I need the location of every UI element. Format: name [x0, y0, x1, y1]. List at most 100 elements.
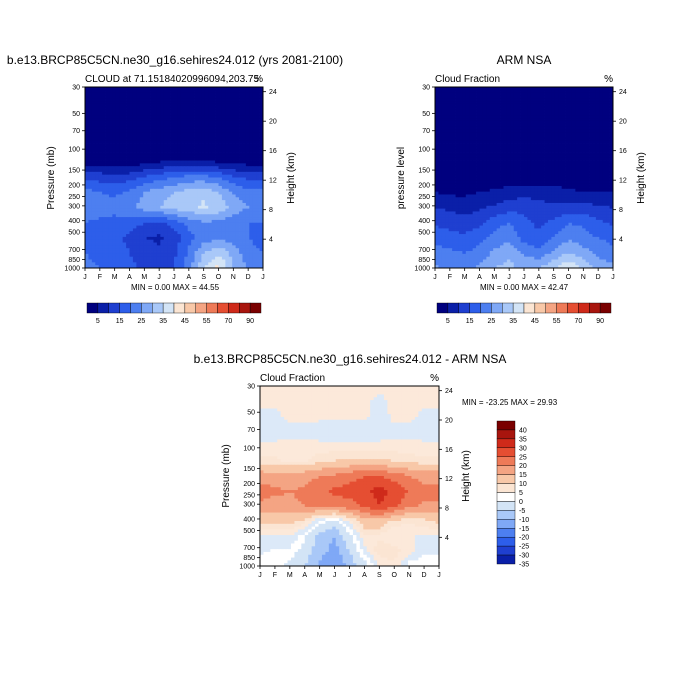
heatmap-cell [156, 188, 161, 193]
heatmap-cell [544, 135, 549, 139]
heatmap-cell [435, 143, 439, 147]
heatmap-cell [102, 248, 106, 252]
heatmap-cell [98, 225, 103, 229]
heatmap-cell [98, 143, 103, 147]
heatmap-cell [150, 106, 154, 111]
heatmap-cell [448, 149, 453, 153]
heatmap-cell [187, 245, 192, 249]
heatmap-cell [554, 126, 559, 130]
heatmap-cell [211, 236, 216, 241]
heatmap-cell [184, 143, 189, 147]
heatmap-cell [565, 166, 569, 170]
heatmap-cell [98, 137, 103, 142]
heatmap-cell [184, 98, 189, 102]
heatmap-cell [180, 177, 185, 181]
heatmap-cell [493, 115, 498, 119]
heatmap-cell [571, 95, 576, 99]
heatmap-cell [235, 106, 240, 111]
heatmap-cell [252, 248, 257, 252]
heatmap-cell [554, 87, 559, 91]
heatmap-cell [163, 262, 168, 266]
heatmap-cell [150, 253, 154, 258]
heatmap-cell [108, 112, 113, 116]
heatmap-cell [139, 106, 144, 111]
heatmap-cell [163, 197, 168, 201]
heatmap-cell [503, 126, 508, 130]
heatmap-cell [119, 112, 124, 116]
heatmap-cell [252, 143, 257, 147]
heatmap-cell [122, 166, 127, 170]
heatmap-cell [191, 171, 195, 176]
panel-model-stats: MIN = 0.00 MAX = 44.55 [131, 283, 220, 292]
heatmap-cell [98, 152, 103, 156]
heatmap-cell [245, 160, 250, 164]
heatmap-cell [513, 143, 518, 147]
heatmap-cell [150, 180, 154, 184]
heatmap-cell [163, 112, 168, 116]
heatmap-cell [465, 106, 470, 111]
y2-tick-label: 16 [269, 148, 277, 155]
heatmap-cell [180, 87, 185, 91]
heatmap-cell [112, 177, 117, 181]
heatmap-cell [204, 169, 209, 173]
heatmap-cell [239, 174, 243, 178]
heatmap-cell [180, 245, 185, 249]
heatmap-cell [568, 169, 573, 173]
heatmap-cell [170, 140, 175, 144]
heatmap-cell [228, 157, 233, 161]
heatmap-cell [95, 265, 100, 269]
heatmap-cell [197, 265, 202, 269]
heatmap-cell [496, 95, 501, 99]
panel-model-y2-label: Height (km) [286, 152, 297, 204]
heatmap-cell [565, 98, 569, 102]
heatmap-cell [235, 129, 240, 133]
heatmap-cell [167, 197, 171, 201]
heatmap-cell [129, 177, 134, 181]
heatmap-cell [102, 200, 106, 204]
heatmap-cell [239, 222, 243, 226]
heatmap-cell [547, 98, 552, 102]
heatmap-cell [146, 228, 151, 232]
heatmap-cell [167, 191, 171, 195]
heatmap-cell [602, 126, 607, 130]
heatmap-cell [242, 109, 247, 113]
heatmap-cell [592, 126, 597, 130]
heatmap-cell [252, 157, 257, 161]
heatmap-cell [122, 265, 127, 269]
heatmap-cell [561, 143, 566, 147]
heatmap-cell [177, 225, 182, 229]
heatmap-cell [122, 180, 127, 184]
heatmap-cell [500, 152, 504, 156]
heatmap-cell [239, 154, 243, 159]
heatmap-cell [211, 166, 216, 170]
heatmap-cell [448, 92, 453, 96]
heatmap-cell [493, 87, 498, 91]
heatmap-cell [239, 211, 243, 215]
heatmap-cell [187, 166, 192, 170]
heatmap-cell [197, 103, 202, 108]
heatmap-cell [174, 217, 178, 221]
heatmap-cell [486, 132, 491, 136]
heatmap-cell [136, 101, 141, 105]
heatmap-cell [105, 132, 110, 136]
heatmap-cell [187, 197, 192, 201]
heatmap-cell [242, 194, 247, 198]
heatmap-cell [252, 265, 257, 269]
heatmap-cell [530, 149, 535, 153]
heatmap-cell [105, 163, 110, 167]
heatmap-cell [132, 157, 137, 161]
heatmap-cell [177, 194, 182, 198]
heatmap-cell [143, 157, 148, 161]
heatmap-cell [537, 160, 542, 164]
heatmap-cell [95, 115, 100, 119]
panel-model-subtitle: CLOUD at 71.15184020996094,203.75 [85, 74, 259, 85]
heatmap-cell [589, 152, 593, 156]
heatmap-cell [249, 143, 254, 147]
heatmap-cell [438, 106, 443, 111]
heatmap-cell [585, 103, 590, 108]
heatmap-cell [211, 137, 216, 142]
heatmap-cell [184, 123, 189, 127]
heatmap-cell [225, 129, 230, 133]
heatmap-cell [218, 87, 223, 91]
heatmap-cell [458, 132, 463, 136]
